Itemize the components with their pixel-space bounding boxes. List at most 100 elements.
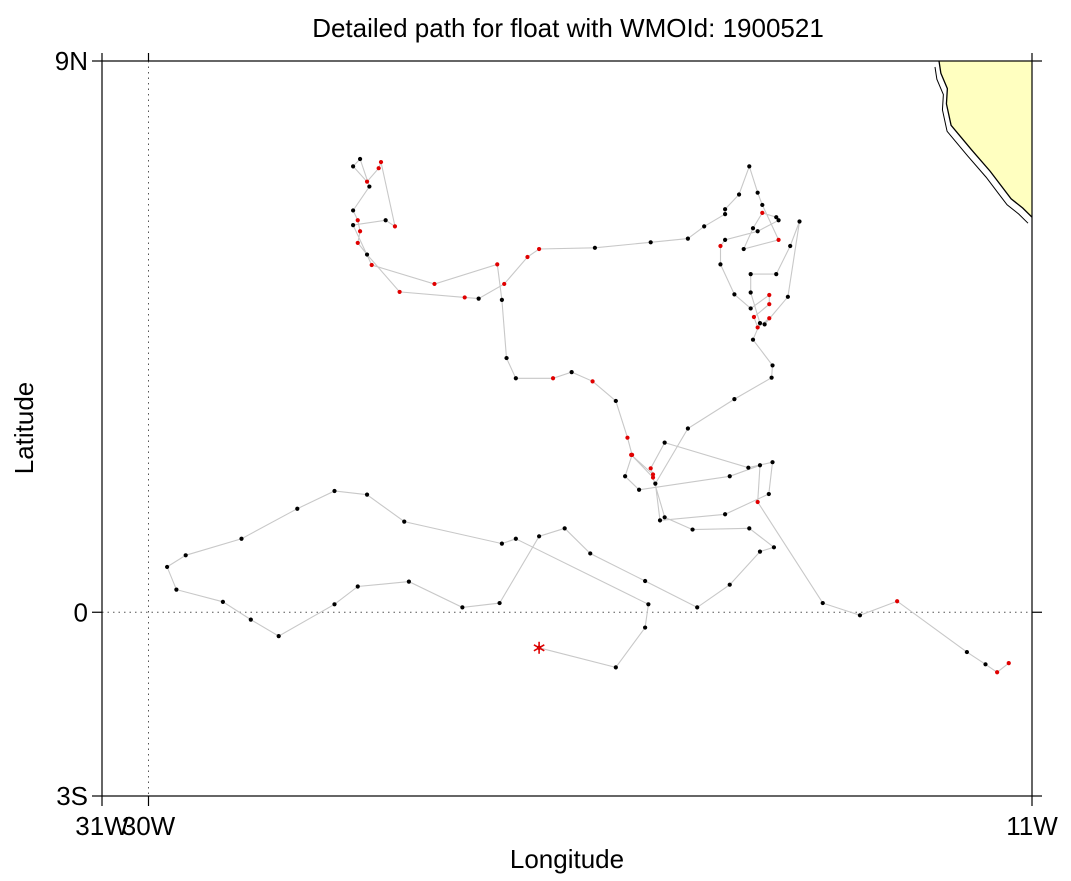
profile-point: [351, 208, 356, 213]
profile-point-highlight: [767, 316, 772, 321]
x-tick-label: 30W: [122, 811, 176, 841]
profile-point: [592, 245, 598, 250]
profile-point: [351, 164, 356, 169]
profile-point: [723, 212, 728, 217]
profile-point: [760, 202, 765, 208]
profile-point: [748, 272, 753, 277]
profile-point: [695, 605, 700, 610]
profile-point-highlight: [550, 376, 556, 381]
x-axis-label: Longitude: [510, 844, 624, 874]
start-asterisk-marker: [533, 641, 545, 654]
profile-point: [657, 518, 663, 523]
profile-point: [406, 579, 411, 584]
profile-point: [857, 613, 863, 618]
profile-point-highlight: [895, 599, 900, 604]
profile-point: [762, 322, 767, 327]
profile-point: [755, 190, 760, 195]
profile-point: [402, 519, 407, 524]
profile-point-highlight: [625, 435, 630, 440]
profile-point: [718, 262, 723, 267]
profile-point: [736, 192, 742, 197]
profile-point: [357, 156, 363, 162]
coastline: [938, 61, 1032, 218]
profile-point-highlight: [760, 210, 765, 215]
profile-point: [757, 549, 763, 554]
profile-point: [750, 337, 756, 342]
profile-point: [295, 506, 300, 511]
x-tick-label: 11W: [1006, 811, 1058, 841]
profile-point: [513, 376, 518, 381]
profile-point: [797, 219, 802, 224]
profile-point: [220, 599, 225, 604]
profile-point-highlight: [397, 289, 402, 295]
profile-point: [562, 526, 567, 531]
profile-point: [497, 600, 502, 606]
profile-point: [588, 551, 593, 556]
profile-point: [648, 240, 653, 245]
coastline-detail: [934, 66, 1029, 224]
profile-point-highlight: [537, 246, 542, 252]
profile-point: [748, 290, 753, 295]
plot-area: [102, 61, 1032, 796]
profile-point: [183, 553, 188, 558]
profile-point: [499, 541, 504, 546]
profile-point: [766, 491, 771, 497]
profile-point: [165, 564, 170, 570]
profile-point-highlight: [776, 237, 781, 242]
profile-point: [727, 474, 732, 479]
profile-point: [643, 625, 648, 630]
profile-point: [613, 665, 618, 670]
profile-point-highlight: [369, 262, 374, 268]
profile-point: [504, 355, 509, 361]
profile-point: [276, 634, 281, 639]
profile-point: [964, 649, 970, 655]
profile-point: [685, 426, 691, 431]
profile-point-highlight: [590, 379, 595, 384]
asterisk-stroke: [533, 644, 545, 652]
profile-point: [537, 534, 542, 539]
profile-point: [750, 226, 756, 231]
profile-point: [623, 474, 628, 479]
profile-point: [646, 602, 651, 607]
y-tick-label: 3S: [56, 781, 88, 811]
profile-point: [355, 584, 360, 589]
profile-point-highlight: [995, 670, 1000, 675]
profile-point-highlight: [432, 281, 437, 287]
profile-point: [569, 370, 574, 375]
profile-point: [727, 582, 732, 587]
profile-point-highlight: [1006, 660, 1011, 666]
profile-point-highlight: [755, 325, 760, 330]
profile-point-highlight: [755, 499, 760, 505]
profile-point: [513, 536, 518, 541]
profile-point: [748, 306, 753, 311]
profile-point: [174, 587, 179, 592]
profile-point: [702, 224, 707, 229]
profile-point: [723, 512, 728, 517]
profile-point-highlight: [392, 224, 398, 229]
profile-point: [364, 252, 370, 257]
profile-point: [383, 218, 388, 223]
profile-point-highlight: [525, 254, 530, 260]
profile-point: [643, 578, 648, 584]
profile-point: [732, 397, 737, 402]
float-track-line: [166, 157, 1010, 673]
profile-point: [499, 297, 504, 302]
profile-point: [747, 164, 752, 169]
y-axis-label: Latitude: [9, 382, 39, 475]
profile-point: [460, 605, 465, 610]
profile-point-highlight: [767, 292, 772, 298]
profile-point: [785, 294, 790, 299]
profile-point: [747, 526, 752, 531]
profile-point-highlight: [495, 262, 500, 267]
profile-point: [757, 321, 763, 326]
profile-point: [653, 481, 658, 486]
profile-point: [774, 272, 779, 277]
plot-content: [102, 61, 1032, 796]
profile-point-highlight: [751, 314, 757, 320]
profile-point-highlight: [502, 281, 507, 287]
profile-point-highlight: [376, 166, 381, 171]
profile-point: [476, 296, 481, 301]
profile-point-highlight: [718, 243, 723, 249]
